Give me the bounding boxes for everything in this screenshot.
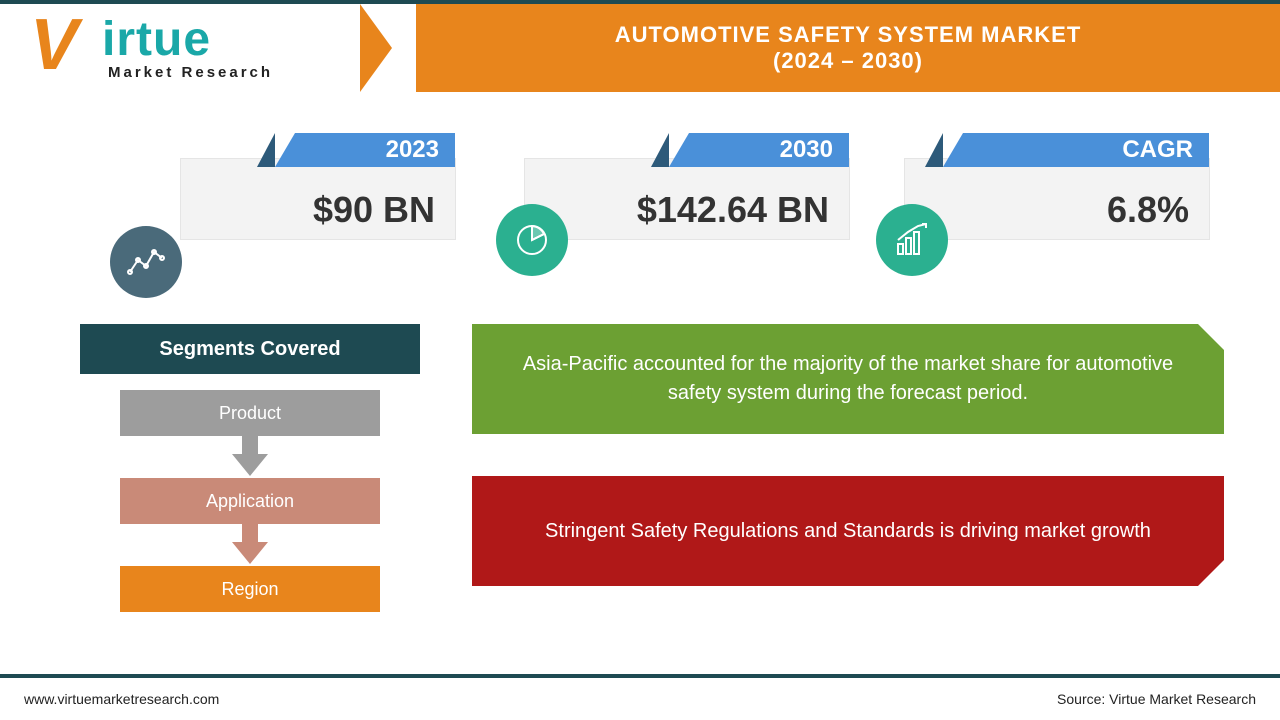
corner-notch (1198, 324, 1224, 350)
logo-v: V (30, 4, 74, 86)
virtue-logo: V irtue Market Research (30, 10, 330, 86)
corner-notch (1198, 560, 1224, 586)
growth-chart-icon (876, 204, 948, 276)
title-bar: AUTOMOTIVE SAFETY SYSTEM MARKET (2024 – … (416, 4, 1280, 92)
footer-source: Source: Virtue Market Research (1057, 691, 1256, 707)
chevron-icon (360, 4, 416, 92)
stat-value: 6.8% (1107, 189, 1189, 231)
title-line1: AUTOMOTIVE SAFETY SYSTEM MARKET (615, 22, 1082, 48)
stat-tab: CAGR (963, 133, 1209, 167)
logo-box: V irtue Market Research (0, 4, 360, 92)
logo-sub: Market Research (108, 64, 273, 81)
stat-tab: 2023 (295, 133, 455, 167)
footer-url: www.virtuemarketresearch.com (24, 691, 219, 707)
line-chart-icon (110, 226, 182, 298)
stat-tab: 2030 (689, 133, 849, 167)
down-arrow-icon (232, 542, 268, 564)
logo-irtue: irtue (102, 12, 211, 67)
pie-chart-icon (496, 204, 568, 276)
segments-header: Segments Covered (80, 324, 420, 374)
stat-card: 2030$142.64 BN (524, 158, 850, 240)
content-area: 2023$90 BN2030$142.64 BNCAGR6.8%Segments… (0, 92, 1280, 674)
stat-value: $142.64 BN (637, 189, 829, 231)
header-row: V irtue Market Research AUTOMOTIVE SAFET… (0, 4, 1280, 92)
insight-text: Asia-Pacific accounted for the majority … (508, 350, 1188, 408)
stat-value: $90 BN (313, 189, 435, 231)
stat-card: 2023$90 BN (180, 158, 456, 240)
stat-card: CAGR6.8% (904, 158, 1210, 240)
title-line2: (2024 – 2030) (773, 48, 923, 74)
insight-banner: Asia-Pacific accounted for the majority … (472, 324, 1224, 434)
footer: www.virtuemarketresearch.com Source: Vir… (0, 674, 1280, 720)
segment-item: Product (120, 390, 380, 436)
segment-item: Region (120, 566, 380, 612)
segment-item: Application (120, 478, 380, 524)
insight-banner: Stringent Safety Regulations and Standar… (472, 476, 1224, 586)
insight-text: Stringent Safety Regulations and Standar… (545, 517, 1151, 546)
down-arrow-icon (232, 454, 268, 476)
